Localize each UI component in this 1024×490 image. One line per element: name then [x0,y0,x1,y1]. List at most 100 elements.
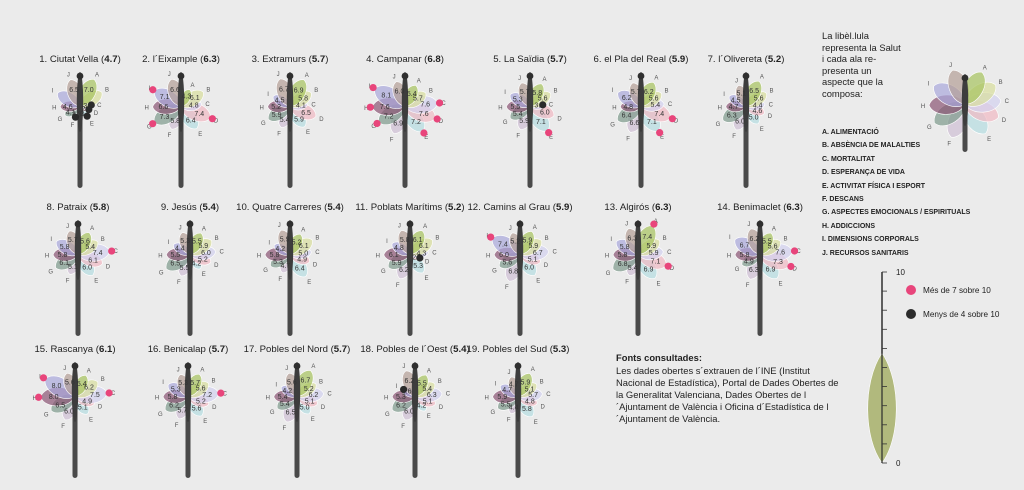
district-6: 6. el Pla del Real (5.9) A 6.2 B 5.6 C 5.4 D 7.4… [594,54,689,188]
wing-letter: B [206,87,210,93]
wing-value: 4.4 [175,246,185,253]
wing-letter: E [427,414,431,420]
wing-value: 7.6 [380,104,390,111]
wing-value: 5.9 [649,250,659,257]
wing-letter: B [212,379,216,385]
district-16: 16. Benicalap (5.7)A5.7 B5.6C7.2D5.2E5.6F… [148,344,228,478]
wing-value: 5.6 [754,96,764,103]
wing-value: 5.0 [298,250,308,257]
district-17: 17. Pobles del Nord (5.7) A 6.7 B 5.2 C 6.2D 5.… [244,344,351,478]
wing-value: 5.4 [278,394,288,401]
example-letter: F [947,141,951,147]
wing-letter: I [494,381,496,387]
wing-value: 4.8 [623,104,633,111]
example-dragonfly-thorax [961,74,969,126]
wing-value: 5.8 [298,95,308,102]
wing-value: 5.6 [538,96,548,103]
wing-letter: G [371,124,376,130]
wing-letter: J [402,364,405,370]
wing-value: 5.6 [192,406,202,413]
intro-text: La libèl.lula representa la Salut i cada… [822,30,901,99]
wing-letter: B [435,235,439,241]
wing-value: 5.7 [631,89,641,96]
dragonfly-thorax [411,362,419,422]
wing-value: 5.8 [400,237,410,244]
wing-letter: J [63,366,66,372]
district-title: 6. el Pla del Real (5.9) [594,54,689,65]
low-score-marker [71,113,80,121]
wing-letter: H [605,254,609,260]
wing-letter: A [772,226,776,232]
wing-letter: I [168,240,170,246]
high-score-marker [108,247,116,255]
wing-letter: J [285,366,288,372]
wing-letter: B [438,379,442,385]
wing-letter: A [654,76,658,82]
wing-value: 5.9 [272,112,282,119]
wing-letter: H [257,254,261,260]
district-title: 14. Benimaclet (6.3) [717,202,803,213]
wing-value: 5.3 [413,263,423,270]
wing-value: 4.9 [744,258,754,265]
wing-letter: A [543,77,547,83]
wing-letter: I [610,237,612,243]
wing-letter: D [439,119,444,125]
wing-letter: E [89,417,93,423]
dragonfly-head [293,362,301,370]
wing-letter: B [314,88,318,94]
wing-value: 5.1 [78,405,88,412]
wing-value: 6.0 [201,250,211,257]
wing-value: 7.2 [202,392,212,399]
wing-value: 4.8 [394,245,404,252]
wing-value: 5.4 [85,244,95,251]
wing-letter: D [214,119,219,125]
wing-letter: C [327,392,332,398]
wing-value: 5.9 [528,243,538,250]
wing-value: 5.4 [280,117,290,124]
wing-value: 5.6 [768,244,778,251]
wing-value: 6.4 [186,117,196,124]
wing-value: 5.4 [77,381,87,388]
example-letter: B [999,80,1003,86]
wing-letter: I [729,235,731,241]
wing-letter: F [516,134,520,140]
wing-letter: B [663,236,667,242]
high-score-marker [420,129,428,137]
example-dragonfly-head [961,74,969,82]
district-title: 17. Pobles del Nord (5.7) [244,344,351,355]
dragonfly-head [634,220,642,228]
wing-value: 6.1 [389,252,399,259]
wing-value: 5.6 [649,96,659,103]
wing-letter: A [202,226,206,232]
district-10: 10. Quatre Carreres (5.4) A 5.2 B 6.1 C 5.0 D 4.… [236,202,344,336]
district-4: 4. Campanar (6.8) A5.4 B 5.7 C 7.6 D 7.6 E 7.2 F 6.… [364,54,446,188]
wing-letter: G [44,412,49,418]
wing-value: 6.5 [749,88,759,95]
wing-value: 5.9 [280,237,290,244]
wing-letter: A [427,368,431,374]
wing-value: 6.7 [279,87,289,94]
wing-value: 4.2 [275,246,285,253]
wing-value: 6.3 [427,392,437,399]
wing-letter: A [95,73,99,79]
wing-letter: D [670,266,675,272]
district-title: 12. Camins al Grau (5.9) [467,202,572,213]
district-title: 9. Jesús (5.4) [161,202,219,213]
dragonfly-thorax [186,220,194,280]
wing-value: 7.4 [498,242,508,249]
wing-letter: I [723,92,725,98]
high-score-marker [650,220,658,228]
wing-value: 4.4 [509,404,519,411]
wing-value: 6.0 [404,408,414,415]
wing-value: 5.6 [65,379,75,386]
wing-letter: E [656,282,660,288]
wing-value: 5.6 [287,379,297,386]
wing-value: 5.8 [740,252,750,259]
wing-letter: J [277,72,280,78]
wing-letter: F [396,283,400,289]
wing-value: 5.5 [192,239,202,246]
district-title: 15. Rascanya (6.1) [34,344,115,355]
wing-value: 6.2 [84,385,94,392]
wing-value: 7.6 [775,250,785,257]
district-2: 2. l´Eixample (6.3) A 4.3 B 6.1 C 4.8 D 7.4 E 6.4 F… [142,54,220,188]
